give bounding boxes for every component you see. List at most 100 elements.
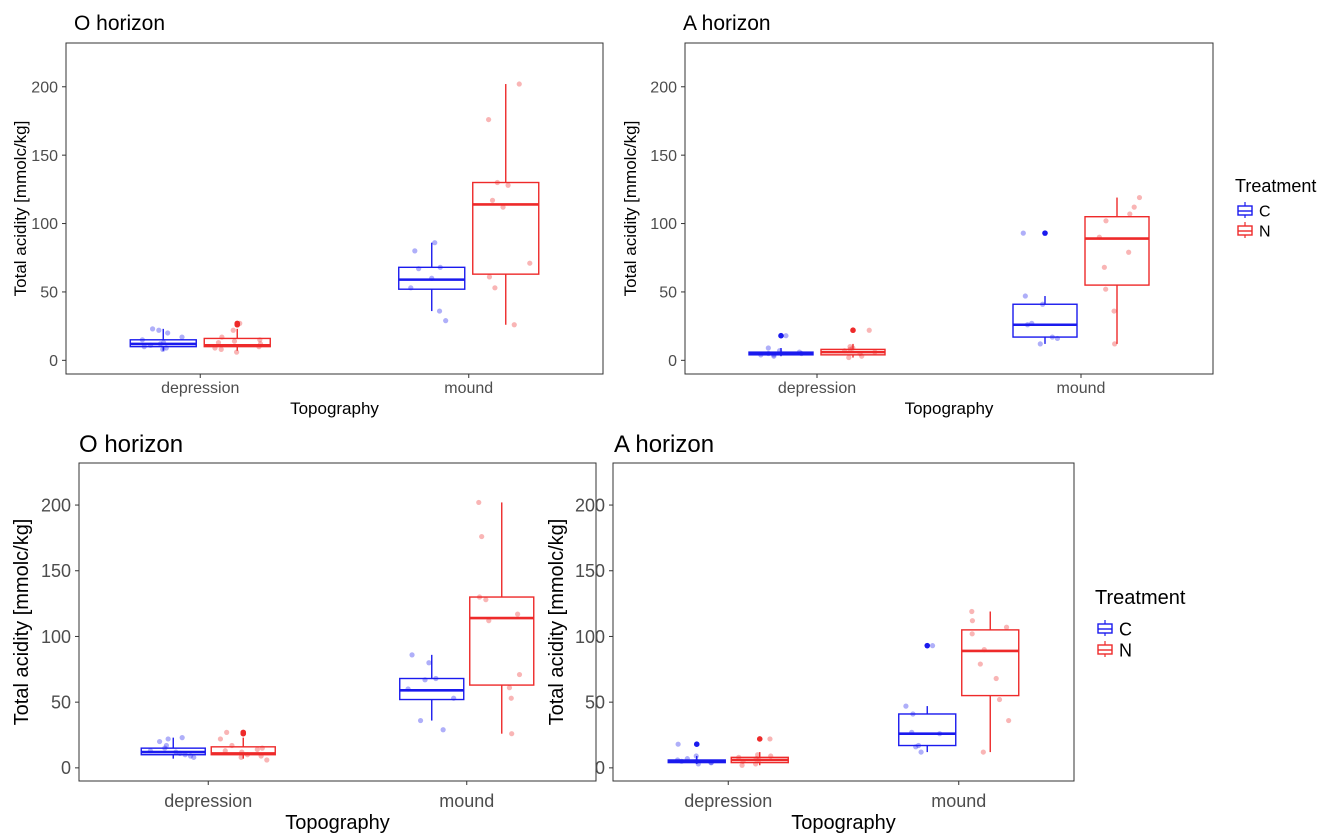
data-point xyxy=(846,354,852,361)
data-point xyxy=(182,752,188,758)
data-point xyxy=(408,285,414,291)
data-point xyxy=(1136,194,1143,201)
data-point xyxy=(678,758,685,764)
data-point xyxy=(429,275,435,281)
data-point xyxy=(437,264,443,270)
data-point xyxy=(515,611,521,617)
x-axis-label: Topography xyxy=(285,812,390,833)
data-point xyxy=(160,339,167,346)
plot-frame xyxy=(612,462,1075,782)
data-point xyxy=(798,350,805,357)
box-rect xyxy=(961,629,1020,697)
outlier-point xyxy=(240,729,247,736)
data-point xyxy=(492,285,498,291)
data-point xyxy=(257,341,264,347)
data-point xyxy=(771,353,777,359)
data-point xyxy=(1111,308,1117,314)
data-point xyxy=(422,677,428,683)
data-point xyxy=(765,350,772,357)
box-rect xyxy=(399,677,465,701)
outlier-point xyxy=(924,642,931,649)
y-tick-label: 150 xyxy=(31,148,58,165)
y-tick-label: 0 xyxy=(61,758,71,778)
data-point xyxy=(149,326,156,332)
legend-title: Treatment xyxy=(1095,587,1186,609)
data-point xyxy=(163,345,169,351)
x-tick-label: mound xyxy=(1057,380,1106,397)
data-point xyxy=(191,754,197,760)
data-point xyxy=(417,717,424,724)
data-point xyxy=(527,260,533,266)
box-N-mound xyxy=(1084,194,1150,347)
legend-1: Treatment CN xyxy=(1235,176,1316,241)
data-point xyxy=(859,353,865,359)
data-point xyxy=(157,341,164,347)
box-C-mound xyxy=(398,240,466,324)
box-rect xyxy=(1012,303,1078,338)
box-rect xyxy=(472,181,540,275)
data-point xyxy=(1112,341,1118,347)
box-C-mound xyxy=(1012,230,1078,347)
panel-title: O horizon xyxy=(79,431,183,458)
data-point xyxy=(872,349,878,355)
box-N-mound xyxy=(961,608,1020,755)
data-point xyxy=(981,646,987,653)
data-point xyxy=(256,344,262,350)
y-axis-label: Total acidity [mmolc/kg] xyxy=(621,121,640,297)
data-point xyxy=(771,352,777,358)
y-tick-label: 0 xyxy=(668,353,677,370)
data-point xyxy=(708,760,714,766)
box-rect xyxy=(898,713,957,747)
box-C-depression xyxy=(129,326,197,352)
data-point xyxy=(516,671,523,678)
data-point xyxy=(179,735,185,741)
data-point xyxy=(147,342,154,348)
data-point xyxy=(476,594,483,600)
data-point xyxy=(163,742,170,749)
data-point xyxy=(179,334,185,340)
x-tick-label: depression xyxy=(778,380,856,397)
data-point xyxy=(516,81,522,87)
x-tick-label: depression xyxy=(684,791,772,811)
data-point xyxy=(215,339,222,346)
data-point xyxy=(937,731,943,737)
x-tick-label: depression xyxy=(164,791,252,811)
x-tick-label: mound xyxy=(444,380,493,397)
x-axis-label: Topography xyxy=(905,399,994,418)
outlier-point xyxy=(850,327,856,334)
legend-key-C xyxy=(1097,620,1113,636)
data-point xyxy=(693,758,700,764)
panel-title: A horizon xyxy=(683,12,771,35)
box-rect xyxy=(398,266,466,290)
data-point xyxy=(156,738,163,745)
data-point xyxy=(903,703,909,709)
y-tick-label: 50 xyxy=(659,285,677,302)
plot-frame xyxy=(684,42,1214,375)
data-point xyxy=(505,182,511,188)
data-point xyxy=(753,756,759,762)
outlier-point xyxy=(234,320,241,327)
data-point xyxy=(264,757,270,763)
outlier-point xyxy=(756,736,763,742)
y-tick-label: 200 xyxy=(41,495,71,515)
data-point xyxy=(684,756,690,762)
data-point xyxy=(913,744,919,750)
data-point xyxy=(486,116,492,123)
data-point xyxy=(237,320,243,326)
data-point xyxy=(929,643,936,649)
data-point xyxy=(141,344,147,350)
data-point xyxy=(736,754,742,760)
data-point xyxy=(219,334,225,340)
data-point xyxy=(259,745,265,751)
outlier-point xyxy=(693,741,700,748)
box-rect xyxy=(1084,216,1150,286)
data-point xyxy=(969,608,975,615)
data-point xyxy=(257,337,263,343)
data-point xyxy=(675,741,681,747)
y-tick-label: 150 xyxy=(575,561,605,581)
data-point xyxy=(1022,293,1028,299)
data-point xyxy=(479,533,485,540)
box-N-depression xyxy=(210,729,276,763)
box-C-mound xyxy=(399,652,465,733)
x-tick-label: depression xyxy=(161,380,239,397)
